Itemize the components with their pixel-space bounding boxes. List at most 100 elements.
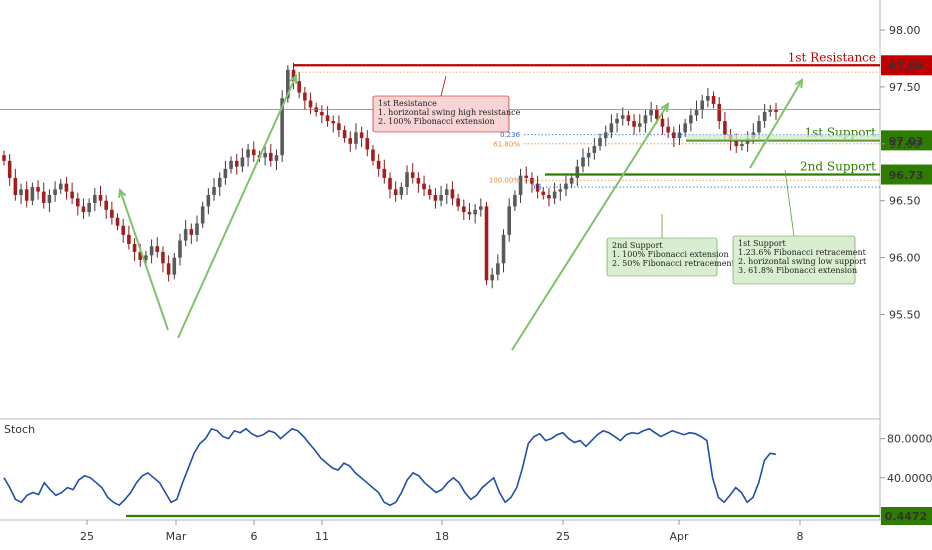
candle-body [87,202,91,213]
candle-body [268,152,273,161]
stoch-value-tag [881,507,932,525]
candle-body [689,115,693,124]
candle-body [490,274,494,281]
fib-level-label: 0.236 [500,131,521,139]
candle-body [660,118,665,127]
note-box [372,95,510,133]
note-box [732,235,856,285]
candle-body [144,255,148,260]
price-tick-label: 97.50 [889,81,921,94]
candle-body [461,206,466,213]
candle-body [2,155,6,161]
candle-body [564,183,568,190]
price-tick-label: 97.00 [889,138,921,151]
candle-body [666,126,670,133]
key-level-name: 2nd Support [800,160,876,174]
candle-body [479,206,483,210]
candle-body [405,172,409,188]
candle-body [246,149,250,158]
stoch-line [3,427,777,507]
time-axis: 25 Mar 6 11 18 25 Apr 8 [80,520,804,543]
candle-body [683,123,687,133]
candle-body [552,191,557,199]
candle-body [354,132,358,144]
note-pointer [784,169,795,237]
candle-body [93,195,97,203]
candle-body [535,183,540,192]
candle-body [7,160,12,178]
note-line: 2. 50% Fibonacci retracement [612,259,736,268]
candle-body [342,130,347,139]
candle-body [410,172,415,178]
candle-body [592,146,597,153]
candle-body [320,111,324,116]
candle-body [694,109,699,116]
candle-body [399,187,404,196]
candle-body [337,123,341,131]
stoch-tick-label: 80.0000 [887,433,932,446]
candle-body [75,198,80,207]
candle-body [365,138,370,150]
candle-body [456,198,460,207]
price-tag [881,164,932,185]
note-line: 1. horizontal swing high resistance [378,108,521,117]
candle-body [195,223,199,235]
candle-body [41,191,46,203]
candle-body [47,195,52,203]
candle-body [132,243,137,252]
candle-body [654,109,659,119]
time-tick-label: 25 [556,530,570,543]
candle-body [433,195,438,201]
candle-body [450,189,455,199]
candle-body [359,132,364,139]
candle-body [757,121,761,133]
candle-body [496,263,500,275]
candle-body [138,251,143,260]
candle-body [325,115,330,122]
candle-body [331,121,336,124]
note-line: 1.23.6% Fibonacci retracement [738,248,867,257]
candle-body [615,118,619,124]
trend-arrow-line [749,79,803,169]
candle-body [115,217,120,226]
candle-body [206,195,211,207]
candle-body [19,189,23,196]
price-tick-label: 96.50 [889,195,921,208]
candle-body [393,189,398,196]
candle-body [620,115,625,119]
candle-body [36,187,40,192]
candle-body [172,257,177,275]
price-tag [881,130,932,151]
candle-body [58,183,63,190]
candle-body [30,187,35,201]
candle-body [388,177,392,190]
stoch-value-label: 0.4472 [885,510,927,523]
fib-level-label: 0.5 [531,184,542,192]
candle-body [473,209,477,215]
candle-body [416,177,421,184]
key-level-name: 1st Resistance [788,50,876,64]
note-line: 2. 100% Fibonacci extension [378,117,495,126]
candle-body [427,189,432,196]
fib-level-label: 61.80% [493,140,520,148]
candle-body [518,175,523,196]
candle-body [547,195,551,199]
time-tick-label: Mar [166,530,187,543]
candle-body [723,121,727,135]
candle-body [700,100,705,110]
candle-body [121,225,126,235]
candle-body [541,191,546,196]
stochastic-panel: Stoch 80.0000 40.0000 0.4472 [3,423,932,525]
candle-body [626,115,631,122]
price-tick-label: 98.00 [889,24,921,37]
candle-body [13,177,18,196]
candle-body [274,155,279,161]
candle-body [161,251,165,264]
fib-level-label: 100.00% [489,177,520,185]
candle-body [166,263,171,275]
candle-body [183,229,188,241]
trend-arrow-head [118,187,127,199]
